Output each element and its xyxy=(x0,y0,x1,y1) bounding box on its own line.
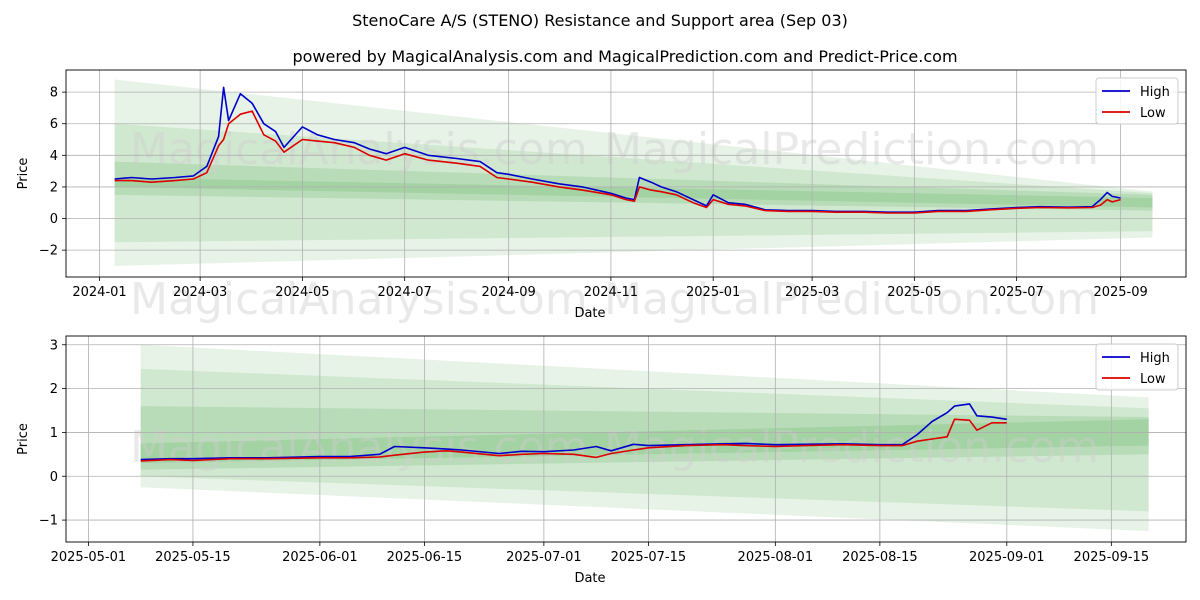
legend: High Low xyxy=(1095,77,1179,125)
x-tick-label: 2025-07-15 xyxy=(611,550,687,565)
bottom-chart-panel: MagicalAnalysis.com MagicalPrediction.com… xyxy=(16,335,1187,586)
x-tick-label: 2025-09 xyxy=(1093,285,1147,300)
x-tick-label: 2025-05-15 xyxy=(155,550,231,565)
y-axis-label: Price xyxy=(16,423,31,455)
series-line-low xyxy=(140,418,1007,462)
x-axis-label: Date xyxy=(574,571,605,586)
x-tick-label: 2025-09-15 xyxy=(1074,550,1150,565)
legend: High Low xyxy=(1095,343,1179,391)
band-3 xyxy=(140,419,1149,464)
y-tick-label: −2 xyxy=(39,244,58,259)
x-tick-label: 2024-05 xyxy=(275,285,329,300)
x-tick-label: 2025-08-15 xyxy=(842,550,918,565)
series-line-high xyxy=(140,403,1007,461)
x-tick-label: 2025-08-01 xyxy=(738,550,814,565)
y-tick-label: 4 xyxy=(50,149,58,164)
y-tick-label: 6 xyxy=(50,117,58,132)
band-1 xyxy=(140,368,1149,512)
x-tick-label: 2025-01 xyxy=(686,285,740,300)
support-resistance-bands xyxy=(140,344,1149,532)
y-axis-label: Price xyxy=(16,158,31,190)
legend-label-high: High xyxy=(1140,85,1170,100)
band-2 xyxy=(114,161,1153,211)
legend-label-low: Low xyxy=(1140,106,1166,121)
chart-subtitle: powered by MagicalAnalysis.com and Magic… xyxy=(292,47,957,66)
x-tick-label: 2024-03 xyxy=(173,285,227,300)
grid xyxy=(66,70,1186,277)
y-tick-label: −1 xyxy=(39,514,58,529)
series-line-low xyxy=(114,110,1121,214)
axes-frame xyxy=(65,335,1187,543)
legend-label-low: Low xyxy=(1140,372,1166,387)
watermark-analysis: MagicalAnalysis.com xyxy=(130,274,588,325)
chart-title: StenoCare A/S (STENO) Resistance and Sup… xyxy=(352,11,848,30)
x-tick-label: 2025-09-01 xyxy=(969,550,1045,565)
series-lines xyxy=(140,403,1007,462)
x-tick-label: 2024-11 xyxy=(584,285,638,300)
y-tick-label: 1 xyxy=(50,426,58,441)
x-tick-label: 2025-07-01 xyxy=(506,550,582,565)
x-tick-label: 2025-07 xyxy=(989,285,1043,300)
y-tick-label: 3 xyxy=(50,338,58,353)
top-chart-panel: MagicalAnalysis.com MagicalPrediction.com… xyxy=(16,69,1187,325)
band-0 xyxy=(140,344,1149,532)
watermark-prediction: MagicalPrediction.com xyxy=(604,422,1099,473)
x-tick-label: 2024-01 xyxy=(72,285,126,300)
axes-frame xyxy=(65,69,1187,278)
legend-label-high: High xyxy=(1140,351,1170,366)
y-tick-label: 2 xyxy=(50,382,58,397)
watermark-prediction: MagicalPrediction.com xyxy=(604,274,1099,325)
band-2 xyxy=(140,406,1149,470)
x-axis-label: Date xyxy=(574,306,605,321)
band-3 xyxy=(114,177,1153,208)
x-tick-label: 2024-07 xyxy=(378,285,432,300)
x-tick-label: 2025-05 xyxy=(887,285,941,300)
y-tick-label: 0 xyxy=(50,212,58,227)
grid xyxy=(66,336,1186,542)
band-0 xyxy=(114,79,1153,266)
y-tick-label: 0 xyxy=(50,470,58,485)
x-tick-label: 2025-03 xyxy=(785,285,839,300)
x-tick-label: 2025-06-01 xyxy=(282,550,358,565)
series-lines xyxy=(114,86,1121,214)
y-tick-label: 8 xyxy=(50,86,58,101)
y-tick-label: 2 xyxy=(50,180,58,195)
watermark-analysis: MagicalAnalysis.com xyxy=(130,422,588,473)
x-tick-label: 2025-06-15 xyxy=(387,550,463,565)
watermark-prediction: MagicalPrediction.com xyxy=(604,124,1099,175)
x-tick-label: 2025-05-01 xyxy=(51,550,127,565)
x-tick-label: 2024-09 xyxy=(481,285,535,300)
